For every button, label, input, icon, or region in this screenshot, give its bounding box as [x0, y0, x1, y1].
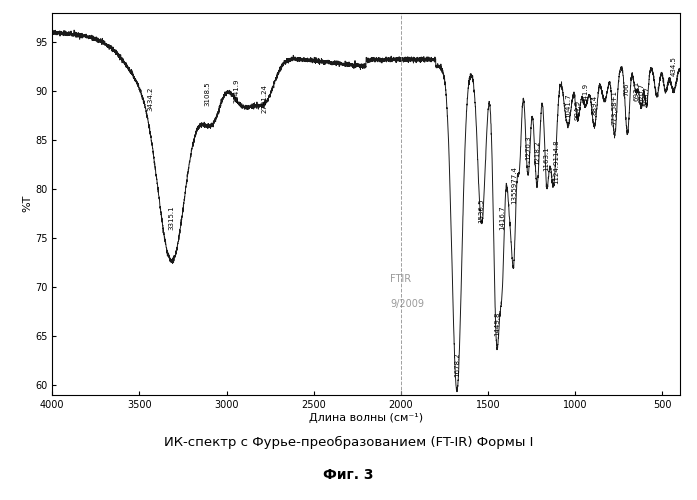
- Text: 693.1: 693.1: [634, 80, 639, 101]
- Text: 1355977.4: 1355977.4: [511, 166, 517, 204]
- Text: 889.4: 889.4: [591, 96, 597, 116]
- Y-axis label: %T: %T: [22, 195, 32, 212]
- Text: 2781.24: 2781.24: [261, 84, 268, 112]
- Text: Фиг. 3: Фиг. 3: [323, 468, 374, 482]
- Text: 1678.2: 1678.2: [454, 352, 460, 378]
- Text: 1041.7: 1041.7: [565, 94, 571, 118]
- Text: 984.9: 984.9: [575, 100, 581, 120]
- Text: 434.5: 434.5: [671, 56, 677, 76]
- Text: ИК-спектр с Фурье-преобразованием (FT-IR) Формы I: ИК-спектр с Фурье-преобразованием (FT-IR…: [164, 436, 533, 449]
- Text: 1270.3: 1270.3: [525, 135, 531, 160]
- Text: 1536.5: 1536.5: [479, 199, 484, 224]
- Text: 941.9: 941.9: [582, 82, 588, 102]
- Text: 1416.7: 1416.7: [500, 206, 505, 230]
- Text: 1124.9114.8: 1124.9114.8: [553, 140, 559, 184]
- Text: 1449.8: 1449.8: [493, 312, 500, 336]
- Text: 773.58+1: 773.58+1: [611, 90, 618, 126]
- Text: 620.7: 620.7: [638, 82, 644, 102]
- Text: 9/2009: 9/2009: [390, 298, 424, 308]
- Text: 3434.2: 3434.2: [148, 86, 154, 110]
- Text: 706: 706: [623, 82, 629, 96]
- Text: 3108.5: 3108.5: [205, 81, 210, 106]
- Text: 590.7: 590.7: [643, 86, 650, 105]
- Text: FTIR: FTIR: [390, 274, 411, 284]
- Text: 2941.9: 2941.9: [233, 78, 240, 102]
- Text: 3315.1: 3315.1: [169, 206, 175, 230]
- X-axis label: Длина волны (см⁻¹): Длина волны (см⁻¹): [309, 412, 423, 422]
- Text: 1163.1: 1163.1: [544, 146, 550, 172]
- Text: 1218.2: 1218.2: [534, 140, 540, 164]
